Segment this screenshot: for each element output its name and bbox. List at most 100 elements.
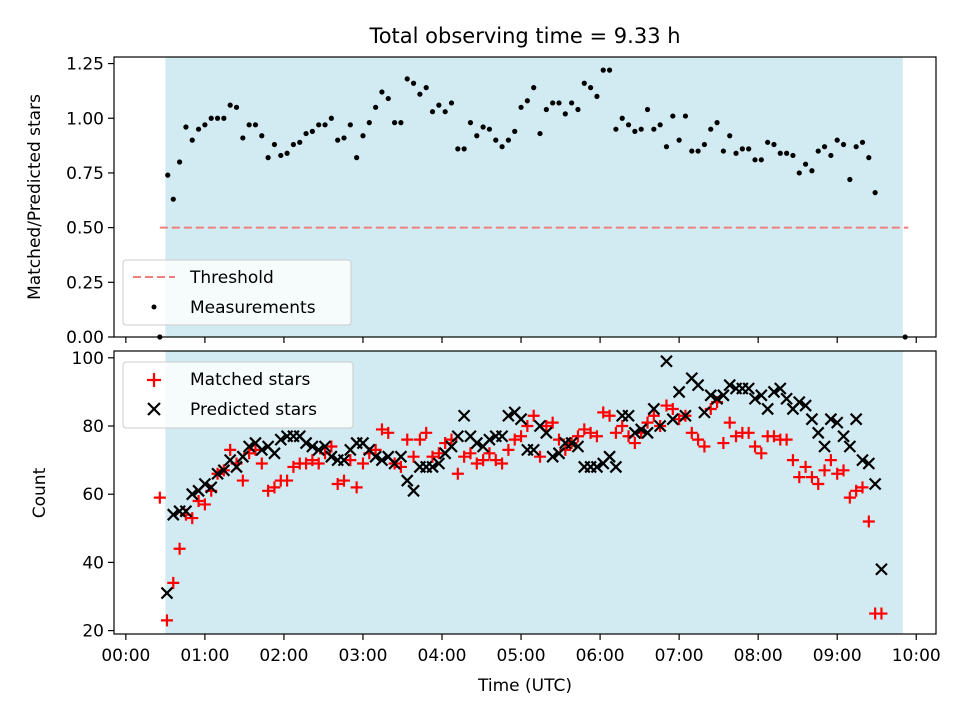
matched-star-point xyxy=(786,454,799,467)
measurement-point xyxy=(638,126,644,132)
matched-star-point xyxy=(666,402,679,415)
matched-star-point xyxy=(850,484,863,497)
measurement-point xyxy=(328,115,334,121)
bottom-x-tick-label: 00:00 xyxy=(101,646,150,666)
predicted-star-point xyxy=(400,474,414,487)
measurement-point xyxy=(821,144,828,150)
measurement-point xyxy=(354,155,360,161)
matched-star-point xyxy=(464,447,477,460)
matched-star-point xyxy=(192,495,205,508)
matched-star-point xyxy=(647,409,660,422)
measurement-point xyxy=(657,122,663,128)
predicted-star-point xyxy=(546,450,559,463)
matched-star-point xyxy=(692,433,705,446)
predicted-star-point xyxy=(527,443,540,457)
predicted-star-point xyxy=(875,562,888,576)
predicted-star-point xyxy=(230,460,243,474)
measurement-point xyxy=(493,137,499,143)
measurement-point xyxy=(316,122,322,128)
predicted-star-point xyxy=(337,453,351,467)
bottom-x-tick-label: 04:00 xyxy=(418,646,467,666)
bottom-x-tick-label: 09:00 xyxy=(813,646,862,666)
measurement-point xyxy=(815,148,821,154)
predicted-star-point xyxy=(318,440,332,453)
top-x-ticks xyxy=(125,337,917,343)
predicted-star-point xyxy=(552,447,566,460)
measurement-point xyxy=(429,109,436,115)
measurement-point xyxy=(265,155,271,161)
measurement-point xyxy=(233,104,240,110)
measurement-point xyxy=(752,157,758,163)
predicted-star-point xyxy=(217,464,231,477)
measurement-point xyxy=(853,144,859,150)
predicted-star-point xyxy=(426,460,439,474)
predicted-stars-points xyxy=(160,354,888,600)
measurement-point xyxy=(588,85,594,91)
measurement-point xyxy=(758,157,764,163)
measurement-point xyxy=(708,126,714,132)
measurement-point xyxy=(486,126,493,132)
predicted-star-point xyxy=(761,402,774,416)
measurement-point xyxy=(682,113,689,119)
measurement-point xyxy=(866,155,872,161)
matched-star-point xyxy=(401,433,414,446)
measurement-point xyxy=(436,102,442,108)
measurement-point xyxy=(341,135,347,141)
bottom-y-tick-label: 80 xyxy=(82,417,104,437)
predicted-star-point xyxy=(710,392,724,406)
measurement-point xyxy=(373,104,379,110)
predicted-star-point xyxy=(325,450,338,463)
measurement-point xyxy=(303,130,309,137)
predicted-star-point xyxy=(242,440,256,453)
matched-star-point xyxy=(306,454,319,467)
bottom-x-ticks: 00:00 01:00 02:00 03:00 04:00 05:00 06:00 07:00… xyxy=(101,634,941,666)
matched-star-point xyxy=(780,433,793,446)
predicted-star-point xyxy=(805,412,819,426)
predicted-star-point xyxy=(204,481,218,494)
measurement-point xyxy=(322,122,328,128)
measurement-point xyxy=(284,150,290,156)
predicted-star-point xyxy=(502,409,515,423)
measurement-point xyxy=(170,196,176,202)
matched-star-point xyxy=(685,426,698,439)
measurement-point xyxy=(594,93,600,99)
measurement-point xyxy=(480,124,486,130)
matched-star-point xyxy=(755,447,768,460)
predicted-star-point xyxy=(432,457,446,470)
legend-matched-swatch xyxy=(147,373,161,387)
measurement-point xyxy=(619,115,625,121)
measurement-points xyxy=(157,67,908,340)
bottom-y-ticks: 20 40 60 80 100 xyxy=(72,349,114,642)
matched-star-point xyxy=(698,440,711,453)
bottom-y-tick-label: 40 xyxy=(82,553,104,573)
matched-star-point xyxy=(616,420,629,433)
measurement-point xyxy=(632,128,638,134)
top-legend: Threshold Measurements xyxy=(122,259,352,326)
measurement-point xyxy=(347,122,353,128)
measurement-point xyxy=(676,137,682,143)
matched-star-point xyxy=(173,542,186,555)
predicted-star-point xyxy=(641,426,654,440)
top-legend-box xyxy=(122,259,352,326)
matched-star-point xyxy=(717,437,730,450)
matched-star-point xyxy=(236,474,249,487)
measurement-point xyxy=(214,115,221,121)
measurement-point xyxy=(790,152,796,159)
predicted-star-point xyxy=(211,467,224,481)
measurement-point xyxy=(720,148,726,154)
matched-star-point xyxy=(603,409,616,422)
matched-star-point xyxy=(508,433,521,446)
measurement-point xyxy=(366,120,372,126)
predicted-star-point xyxy=(647,402,661,416)
measurement-point xyxy=(777,150,783,156)
measurement-point xyxy=(177,159,183,165)
matched-star-point xyxy=(723,416,736,429)
matched-star-point xyxy=(382,426,395,439)
matched-star-point xyxy=(300,457,313,470)
top-y-tick-label: 1.00 xyxy=(66,109,104,129)
predicted-star-point xyxy=(255,443,269,457)
matched-star-point xyxy=(862,515,875,528)
measurement-point xyxy=(733,150,739,156)
bottom-y-tick-label: 100 xyxy=(72,349,104,369)
measurement-point xyxy=(474,133,480,139)
